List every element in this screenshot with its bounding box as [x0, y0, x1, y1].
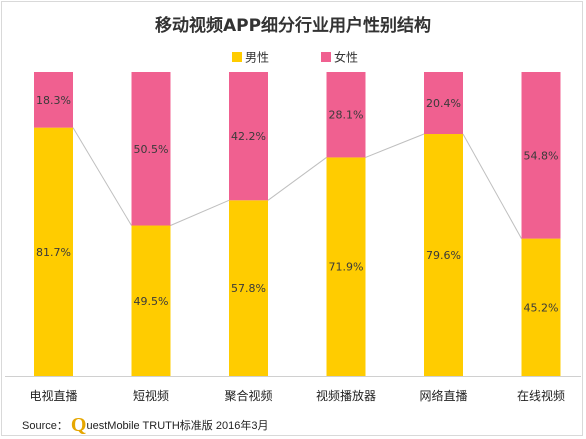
bar-female	[131, 72, 171, 226]
category-label: 网络直播	[419, 388, 467, 403]
connector-line	[462, 133, 522, 239]
bar-male	[229, 200, 268, 376]
bar-female	[34, 72, 73, 128]
legend-swatch-female	[321, 52, 331, 62]
data-label-female: 42.2%	[231, 130, 266, 143]
data-label-male: 45.2%	[524, 301, 559, 314]
bars	[34, 72, 561, 376]
category-label: 聚合视频	[224, 388, 272, 403]
connector-line	[365, 133, 425, 158]
bar-female	[326, 72, 366, 158]
bar-female	[521, 72, 561, 239]
source-text: uestMobile TRUTH标准版 2016年3月	[86, 420, 269, 432]
bar-male	[326, 157, 366, 376]
legend-swatch-male	[232, 52, 242, 62]
data-label-female: 54.8%	[524, 149, 559, 162]
connector-line	[72, 127, 132, 226]
data-label-female: 28.1%	[329, 109, 364, 122]
bar-male	[521, 238, 561, 376]
source-label: Source：	[22, 420, 68, 432]
data-labels: 81.7% 18.3% 49.5% 50.5% 57.8% 42.2% 71.9% 28.1%…	[36, 94, 558, 314]
connector-lines	[72, 127, 522, 239]
data-label-male: 71.9%	[329, 261, 364, 274]
category-label: 短视频	[133, 388, 169, 403]
bar-male	[424, 134, 463, 376]
bar-male	[131, 225, 171, 376]
legend: 男性 女性	[232, 50, 358, 65]
data-label-male: 49.5%	[134, 295, 169, 308]
data-label-female: 20.4%	[426, 97, 461, 110]
data-label-male: 57.8%	[231, 282, 266, 295]
questmobile-logo-q: Q	[70, 414, 87, 436]
legend-label-female: 女性	[334, 50, 358, 65]
connector-line	[170, 199, 230, 226]
bar-female	[229, 72, 268, 201]
bar-male	[34, 127, 73, 376]
category-labels: 电视直播 短视频 聚合视频 视频播放器 网络直播 在线视频	[29, 388, 565, 403]
data-label-female: 50.5%	[134, 143, 169, 156]
source-note: Source： QuestMobile TRUTH标准版 2016年3月	[22, 414, 268, 437]
legend-label-male: 男性	[245, 51, 269, 65]
data-label-female: 18.3%	[36, 94, 71, 107]
data-label-male: 79.6%	[426, 249, 461, 262]
chart-title: 移动视频APP细分行业用户性别结构	[155, 15, 431, 36]
category-label: 电视直播	[29, 388, 77, 403]
bar-female	[424, 72, 463, 135]
connector-line	[267, 157, 327, 201]
category-label: 在线视频	[517, 388, 565, 403]
category-label: 视频播放器	[316, 388, 376, 403]
data-label-male: 81.7%	[36, 246, 71, 259]
